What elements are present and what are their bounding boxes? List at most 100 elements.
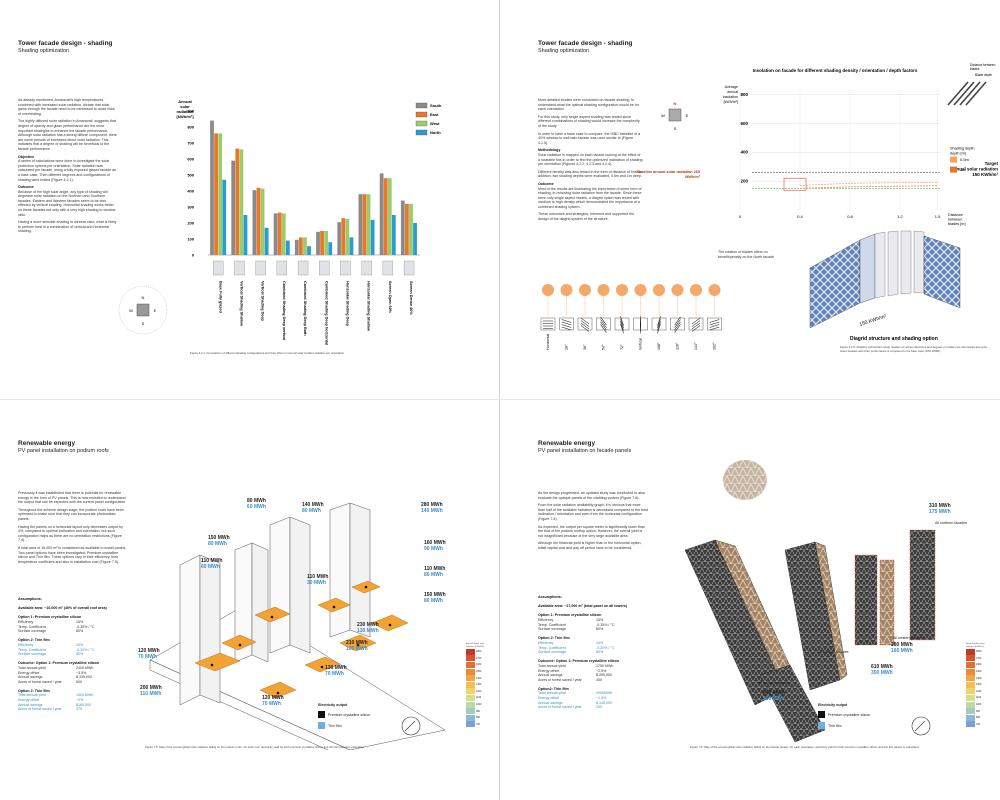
y-tick-label: 800 [740, 92, 748, 97]
body-text: As already mentioned, Amaravati's high t… [18, 98, 118, 237]
spec-value: 15% [596, 617, 604, 622]
scale-value: 1400 [976, 676, 982, 680]
y-axis-label: Average [725, 85, 738, 89]
mwh-thinfilm: 140 MWh [421, 508, 443, 514]
spec-value: 10% [596, 640, 604, 645]
scale-swatch [966, 648, 975, 655]
sun-icon [616, 284, 628, 296]
blade-line [691, 320, 701, 327]
facade-label-east: All eastern facades [818, 650, 849, 654]
scale-value: 1100 [476, 696, 482, 700]
paragraph: Most of the results are illustrating the… [538, 186, 642, 209]
mwh-premium: 280 MWh [421, 502, 443, 508]
scale-value: 1000 [976, 703, 982, 707]
spec-row: Efficiency 10% [538, 641, 653, 646]
facade-label-west: All western facades [893, 636, 925, 640]
scale-value: 1800 [976, 650, 982, 654]
outcome2-title: Option 2: Thin film [18, 688, 50, 693]
scale-row: 1800 [466, 648, 488, 655]
bar [320, 231, 324, 255]
blade-line [709, 321, 720, 326]
mwh-premium: 140 MWh [302, 502, 324, 508]
spec-value: 1500 MWh [76, 693, 94, 698]
paragraph: These outcomes and strategies, informed … [538, 212, 635, 222]
blade-line [709, 326, 720, 331]
legend-label: South [430, 103, 442, 108]
spec-value: 10% [76, 642, 84, 647]
blade-line [580, 325, 590, 332]
compass-e: E [154, 308, 157, 313]
legend-item: Thin film [318, 722, 370, 729]
bar [231, 160, 236, 255]
mwh-premium: 310 MWh [929, 503, 951, 509]
spec-value: 15% [76, 619, 84, 624]
blade-line [580, 317, 590, 325]
scale-swatch [966, 721, 975, 728]
bar [298, 237, 303, 255]
spec-key: Total annual yield [18, 693, 46, 698]
compass-e: E [686, 113, 689, 118]
angle-label: 126° [676, 342, 680, 350]
spec-value: 230 [596, 705, 602, 710]
sun-icon [579, 284, 591, 296]
spec-row: Annual savings $ 290,000 [538, 673, 653, 678]
highlight-box [783, 177, 807, 191]
bar [328, 242, 333, 255]
blade-angle-svg: Horizontal 18° 36° 54° 72° Vertical 108° 126° 14… [540, 284, 722, 350]
spec-row: Acres of forest saved / year 500 [18, 680, 133, 685]
option2-specs: Efficiency 10% Temp. Coefficient -0.20% / °… [18, 643, 133, 657]
mwh-label: 140 MWh 80 MWh [302, 502, 324, 514]
figure-caption: Figure 7.5: Map of the annual global sol… [145, 745, 365, 749]
legend-title: depth [m] [950, 151, 966, 155]
sun-icon [708, 284, 721, 296]
paragraph: The highly diffused solar radiation in A… [18, 119, 118, 151]
legend-label: Thin film [328, 723, 342, 728]
scale-row: 1800 [966, 648, 988, 655]
scale-swatches: 1800 1700 1600 1500 1400 1300 1200 1100 1000 900 8… [466, 648, 488, 728]
y-axis-label: [kWh/m²] [724, 100, 738, 104]
mwh-thinfilm: 120 MWh [346, 646, 368, 652]
assumptions-title: Assumptions: [538, 595, 562, 599]
spec-key: Total annual yield [18, 665, 46, 670]
mwh-label: 200 MWh 110 MWh [140, 685, 162, 697]
diagrid-title: Diagrid structure and shading option [850, 336, 938, 342]
bar [264, 227, 269, 255]
compass-diagram: N E S W [661, 101, 689, 131]
spec-value: $ 335,000 [76, 675, 92, 680]
mwh-premium: 150 MWh [424, 592, 446, 598]
blade-depth-label: Blade depth [975, 73, 992, 77]
mwh-thinfilm: 130 MWh [357, 628, 379, 634]
angle-label: 54° [602, 344, 606, 350]
mwh-label: 230 MWh 130 MWh [357, 622, 379, 634]
x-tick-label: 1.2 [897, 214, 903, 219]
paragraph: As the design progressed, an updated stu… [538, 491, 645, 500]
y-axis-label: radiation [177, 109, 194, 114]
spec-key: Annual savings [18, 675, 43, 680]
facade-label-south: All southern facades [758, 681, 791, 685]
angle-label: 162° [713, 342, 717, 350]
page-title: Tower facade design - shading [18, 40, 113, 47]
page-shading-1: Tower facade design - shading Shading op… [0, 0, 500, 400]
bar [337, 222, 342, 255]
bar [281, 213, 286, 255]
outcome1-specs: Total annual yield 1750 MWh Energy offset ~… [538, 664, 653, 682]
bar [341, 218, 346, 255]
spec-key: Acres of forest saved / year [18, 707, 62, 712]
spec-row: Temp. Coefficient -0.35% / °C [18, 625, 133, 630]
mwh-label: 545 MWh 300 MWh [763, 690, 785, 702]
mwh-premium: 110 MWh [307, 574, 329, 580]
spec-row: Energy offset ~2% [18, 698, 133, 703]
scale-value: 1000 [476, 703, 482, 707]
scale-row: 700 [966, 721, 988, 728]
category-label: Horizontal Shading Deep [345, 281, 349, 327]
y-tick-label: 400 [740, 150, 748, 155]
legend-label: 0.5m [960, 157, 970, 162]
blade-line [674, 321, 681, 331]
mwh-premium: 80 MWh [247, 498, 266, 504]
angle-label: Vertical [639, 338, 643, 350]
blade-line [691, 322, 701, 330]
bar [409, 203, 413, 255]
available-area: Available area: ~16,000 m² (40% of overa… [18, 606, 107, 611]
paragraph: Although the financial yield is higher t… [538, 541, 642, 550]
legend-label: Premium crystalline silicon [828, 712, 871, 717]
